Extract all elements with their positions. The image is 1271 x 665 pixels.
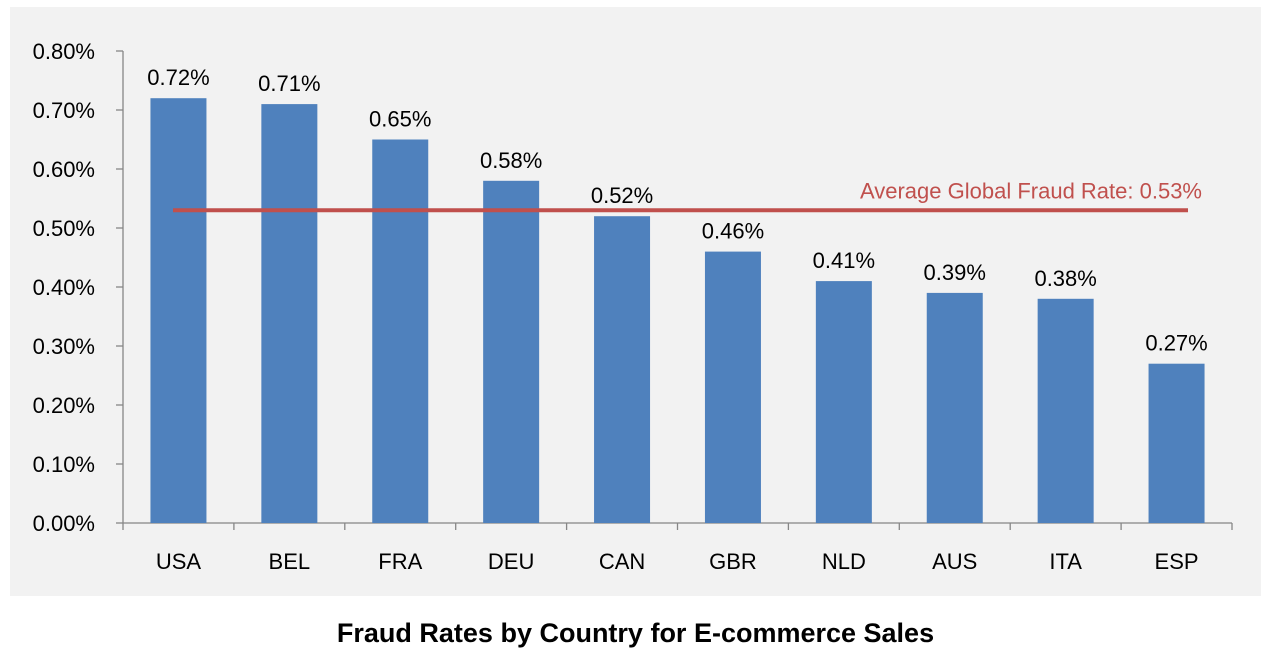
y-tick-label: 0.30% [33,334,95,359]
x-category-label: BEL [269,549,311,574]
bar-ita [1037,298,1094,523]
chart-caption: Fraud Rates by Country for E-commerce Sa… [336,618,935,648]
data-label-aus: 0.39% [924,260,986,285]
x-category-label: FRA [378,549,422,574]
bar-can [594,216,651,523]
y-tick-label: 0.80% [33,39,95,64]
bar-usa [150,98,207,523]
chart-panel: 0.00% 0.10% 0.20% 0.30% 0.40% 0.50% 0.60% 0.70%… [10,7,1261,596]
data-label-usa: 0.72% [147,65,209,90]
bar-fra [372,139,429,523]
bar-gbr [704,251,761,523]
x-category-label: CAN [599,549,645,574]
average-line-label: Average Global Fraud Rate: 0.53% [860,178,1202,203]
x-category-label: USA [156,549,202,574]
average-line-group: Average Global Fraud Rate: 0.53% [173,178,1202,213]
data-labels: 0.72% 0.71% 0.65% 0.58% 0.52% 0.46% 0.41% 0.39%… [147,65,1207,356]
x-category-label: AUS [932,549,977,574]
bar-nld [815,281,872,523]
bar-aus [926,292,983,523]
bar-chart: 0.00% 0.10% 0.20% 0.30% 0.40% 0.50% 0.60% 0.70%… [33,39,1233,574]
y-tick-label: 0.60% [33,157,95,182]
data-label-deu: 0.58% [480,148,542,173]
data-label-gbr: 0.46% [702,219,764,244]
y-tick-label: 0.50% [33,216,95,241]
data-label-bel: 0.71% [258,71,320,96]
y-tick-label: 0.70% [33,98,95,123]
bar-deu [483,180,540,524]
x-category-label: ITA [1049,549,1082,574]
x-category-label: NLD [822,549,866,574]
bars [150,98,1205,524]
y-axis: 0.00% 0.10% 0.20% 0.30% 0.40% 0.50% 0.60% 0.70%… [33,39,124,536]
y-tick-label: 0.40% [33,275,95,300]
bar-bel [261,104,318,523]
x-category-label: GBR [709,549,757,574]
data-label-fra: 0.65% [369,107,431,132]
bar-esp [1148,363,1205,523]
data-label-esp: 0.27% [1145,331,1207,356]
y-tick-label: 0.10% [33,452,95,477]
y-tick-label: 0.20% [33,393,95,418]
y-tick-label: 0.00% [33,511,95,536]
data-label-nld: 0.41% [813,248,875,273]
x-axis: USA BEL FRA DEU CAN GBR NLD AUS ITA ESP [122,522,1233,574]
data-label-can: 0.52% [591,183,653,208]
x-category-label: ESP [1155,549,1199,574]
data-label-ita: 0.38% [1034,266,1096,291]
x-category-label: DEU [488,549,534,574]
